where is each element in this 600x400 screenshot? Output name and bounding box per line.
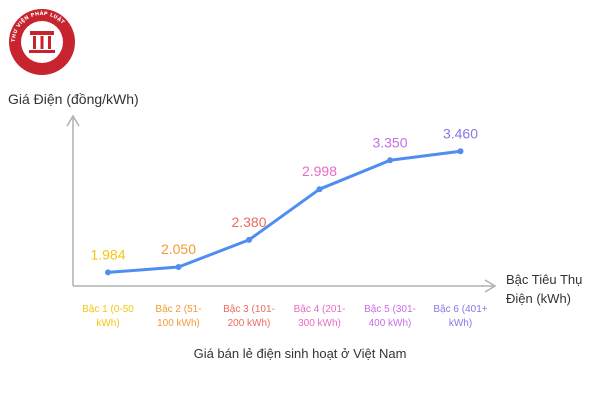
data-label: 2.998 <box>302 163 337 179</box>
data-point <box>246 236 252 243</box>
data-point <box>387 157 393 164</box>
x-tick-label: Bậc 5 (301-400 kWh) <box>364 304 416 329</box>
logo: THƯ VIỆN PHÁP LUẬT <box>9 9 75 75</box>
data-point <box>457 148 464 155</box>
chart-axes <box>66 114 497 293</box>
data-labels: 1.984 2.050 2.380 2.998 3.350 3.460 <box>90 125 478 262</box>
y-axis-label: Giá Điện (đồng/kWh) <box>8 91 139 107</box>
data-label: 1.984 <box>90 246 125 262</box>
chart-caption: Giá bán lẻ điện sinh hoạt ở Việt Nam <box>194 346 407 361</box>
y-axis-arrow-icon <box>66 114 80 127</box>
x-axis-label-line-1: Bậc Tiêu Thụ <box>506 272 582 287</box>
x-tick-label: Bậc 4 (201-300 kWh) <box>294 304 346 329</box>
x-tick-label: Bậc 6 (401+ kWh) <box>433 304 487 329</box>
data-label: 3.460 <box>443 125 478 141</box>
x-tick-labels: Bậc 1 (0-50 kWh) Bậc 2 (51-100 kWh) Bậc 3 (… <box>82 304 488 329</box>
data-label: 2.380 <box>231 214 266 230</box>
x-tick-label: Bậc 1 (0-50 kWh) <box>82 304 134 329</box>
x-axis-arrow-icon <box>484 279 497 293</box>
data-label: 3.350 <box>372 134 407 150</box>
data-point <box>316 186 323 193</box>
x-tick-label: Bậc 2 (51-100 kWh) <box>155 304 201 329</box>
data-point <box>175 263 182 270</box>
x-axis-label-line-2: Điện (kWh) <box>506 291 571 306</box>
data-point <box>105 269 111 276</box>
data-points <box>105 148 464 276</box>
x-tick-label: Bậc 3 (101-200 kWh) <box>223 304 275 329</box>
series-line <box>106 149 462 274</box>
data-label: 2.050 <box>161 241 196 257</box>
x-axis-label: Bậc Tiêu Thụ Điện (kWh) <box>506 272 586 306</box>
logo-emblem-icon <box>29 31 55 53</box>
